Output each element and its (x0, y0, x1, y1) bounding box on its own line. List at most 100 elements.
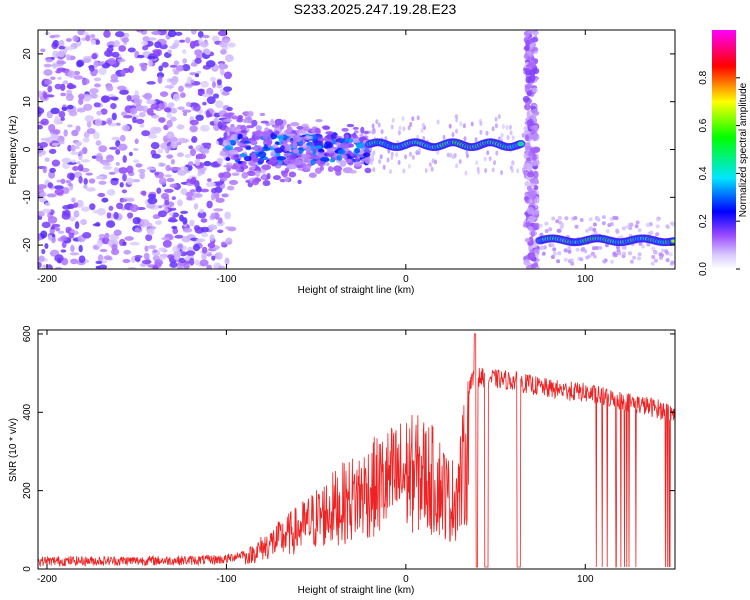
heatmap-cell (70, 258, 79, 265)
heatmap-cell (397, 160, 401, 165)
heatmap-cell (98, 145, 108, 153)
heatmap-cell (74, 221, 80, 230)
heatmap-cell (246, 110, 254, 117)
heatmap-cell (242, 118, 249, 123)
heatmap-cell (147, 55, 157, 60)
heatmap-cell (198, 208, 205, 214)
heatmap-cell (484, 168, 488, 174)
heatmap-cell (205, 181, 216, 188)
heatmap-cell (56, 60, 67, 65)
heatmap-cell (146, 167, 157, 171)
heatmap-cell (43, 63, 52, 68)
heatmap-cell (262, 134, 269, 140)
heatmap-cell (180, 210, 189, 215)
heatmap-cell (655, 232, 660, 237)
heatmap-cell (201, 232, 209, 238)
heatmap-cell (655, 217, 660, 222)
heatmap-cell (523, 195, 529, 202)
heatmap-cell (189, 40, 196, 49)
heatmap-cell (164, 174, 173, 178)
heatmap-cell (167, 102, 175, 108)
heatmap-cell (479, 129, 483, 135)
heatmap-cell (486, 150, 490, 156)
heatmap-cell (289, 154, 298, 160)
heatmap-cell (246, 125, 254, 129)
heatmap-cell (190, 79, 195, 83)
heatmap-cell (47, 182, 54, 189)
heatmap-cell (524, 180, 530, 187)
heatmap-cell (103, 255, 112, 261)
heatmap-cell (646, 242, 651, 247)
heatmap-cell (54, 83, 62, 90)
heatmap-cell (141, 40, 149, 46)
heatmap-cell (152, 249, 158, 253)
heatmap-cell (551, 216, 556, 221)
heatmap-cell (451, 132, 455, 138)
heatmap-cell (197, 168, 206, 172)
heatmap-cell (78, 175, 83, 184)
heatmap-cell (42, 166, 47, 174)
heatmap-cell (41, 221, 51, 229)
heatmap-cell (202, 93, 211, 98)
heatmap-cell (57, 230, 65, 234)
heatmap-cell (402, 126, 406, 132)
heatmap-cell (38, 90, 43, 98)
heatmap-cell (194, 73, 200, 78)
heatmap-cell (241, 160, 247, 166)
heatmap-cell (337, 149, 346, 155)
heatmap-cell (167, 49, 172, 54)
heatmap-cell (111, 51, 120, 58)
heatmap-cell (216, 157, 224, 164)
heatmap-cell (120, 69, 126, 76)
heatmap-cell (142, 36, 150, 42)
heatmap-cell (189, 178, 197, 185)
heatmap-cell (92, 131, 100, 140)
heatmap-cell (146, 107, 154, 116)
heatmap-cell (279, 124, 285, 130)
heatmap-cell (517, 141, 525, 147)
heatmap-cell (222, 193, 229, 198)
heatmap-cell (200, 80, 209, 88)
heatmap-cell (462, 123, 466, 129)
heatmap-cell (491, 126, 495, 132)
heatmap-cell (120, 198, 128, 203)
heatmap-cell (312, 150, 317, 156)
heatmap-cell (409, 121, 413, 127)
heatmap-cell (50, 107, 60, 115)
heatmap-cell (206, 200, 213, 209)
heatmap-cell (635, 220, 640, 225)
heatmap-cell (60, 178, 66, 185)
y-tick-label: 400 (22, 403, 33, 420)
heatmap-cell (140, 63, 147, 72)
heatmap-cell (146, 99, 157, 105)
heatmap-cell (541, 251, 546, 256)
heatmap-cell (379, 154, 383, 160)
heatmap-cell (65, 180, 72, 184)
heatmap-cell (98, 67, 107, 76)
heatmap-cell (121, 124, 130, 132)
heatmap-cell (166, 154, 174, 159)
heatmap-cell (184, 153, 192, 159)
heatmap-cell (451, 154, 455, 160)
heatmap-cell (557, 251, 562, 256)
heatmap-cell (111, 112, 117, 121)
heatmap-cell (132, 178, 141, 183)
heatmap-cell (43, 92, 48, 100)
heatmap-cell (417, 147, 421, 153)
heatmap-cell (416, 134, 420, 140)
snr-x-axis: -200 -100 0 100 (37, 330, 594, 585)
heatmap-cell (170, 158, 175, 165)
heatmap-cell (212, 93, 220, 99)
heatmap-cell (463, 136, 467, 142)
heatmap-cell (92, 209, 103, 214)
heatmap-cell (173, 70, 180, 75)
heatmap-cell (118, 167, 128, 174)
heatmap-cell (106, 189, 116, 196)
heatmap-cell (254, 170, 261, 177)
heatmap-cell (349, 152, 355, 157)
heatmap-cell (557, 228, 562, 233)
heatmap-cell (297, 179, 302, 185)
heatmap-cell (397, 130, 401, 136)
heatmap-cell (55, 69, 62, 74)
heatmap-cell (477, 169, 480, 175)
